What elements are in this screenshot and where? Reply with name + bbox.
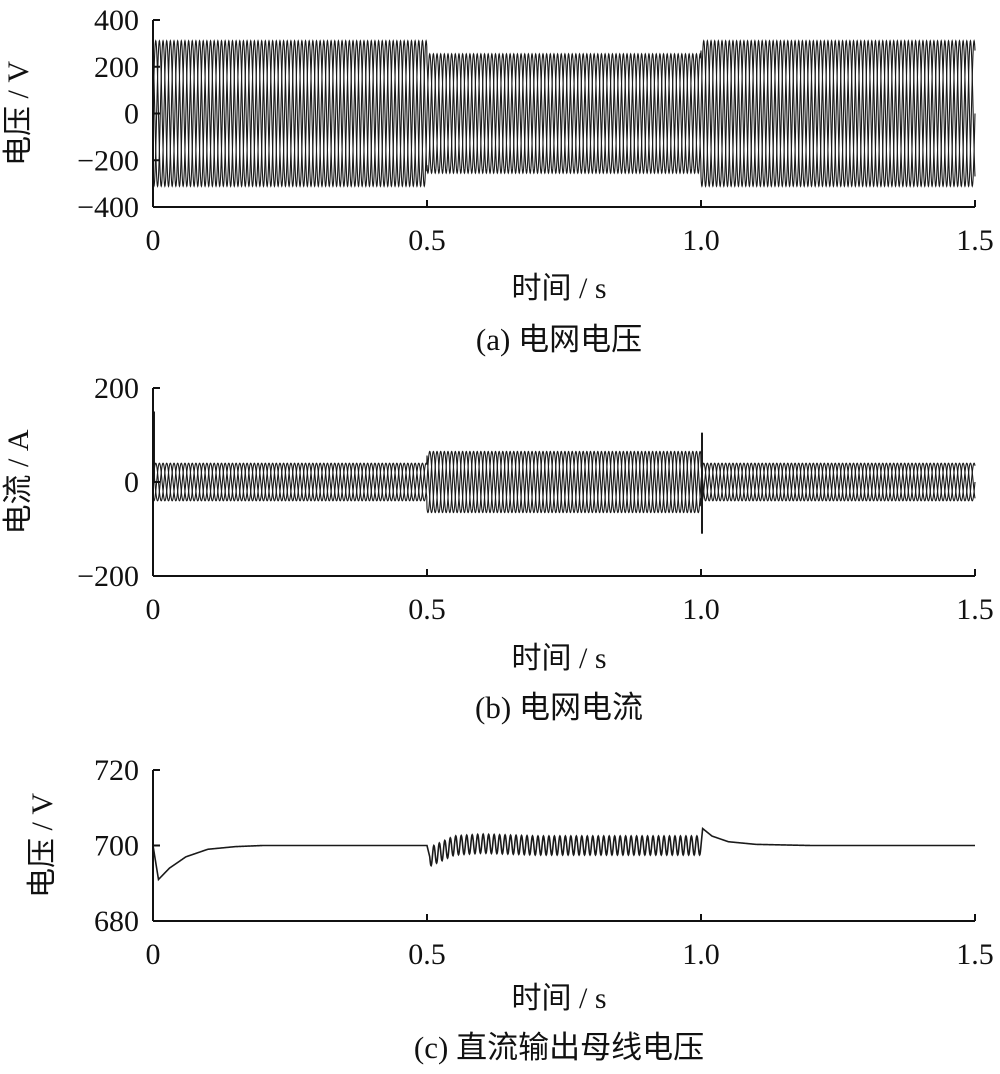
series-line-b-phase-1: [153, 450, 976, 514]
x-tick-label: 0: [146, 938, 161, 971]
x-tick-label: 1.5: [956, 224, 994, 257]
x-tick-label: 1.0: [682, 938, 720, 971]
y-tick-label: 400: [94, 4, 139, 37]
chart-c: 0 0.5 1.0 1.5 720 700 680 电压 / V 时间 / s (c) 直流输出母…: [26, 754, 994, 1065]
y-tick-label: 200: [94, 372, 139, 405]
subfigure-caption: (a) 电网电压: [476, 322, 642, 357]
y-tick-label: −200: [77, 560, 139, 593]
subfigure-caption: (c) 直流输出母线电压: [414, 1030, 704, 1065]
x-tick-label: 1.0: [682, 224, 720, 257]
series-line-b-phase-2: [153, 450, 976, 514]
y-tick-label: 700: [94, 830, 139, 863]
y-tick-label: −400: [77, 191, 139, 224]
x-tick-label: 0.5: [408, 593, 446, 626]
y-axis-label: 电流 / A: [2, 429, 35, 534]
y-tick-label: 200: [94, 51, 139, 84]
y-tick-label: 0: [124, 466, 139, 499]
series-line-a-phase-1: [153, 39, 976, 188]
x-tick-label: 0.5: [408, 224, 446, 257]
x-axis-label: 时间 / s: [511, 642, 606, 675]
chart-a: 0 0.5 1.0 1.5 400 200 0 −200 −400 电压 / V 时间 / s (a)…: [2, 4, 994, 357]
y-tick-label: 0: [124, 98, 139, 131]
x-tick-label: 0.5: [408, 938, 446, 971]
plot-area-a: [153, 39, 976, 188]
series-line-b-phase-3: [153, 450, 976, 514]
subfigure-caption: (b) 电网电流: [475, 690, 643, 725]
series-line-a-phase-2: [153, 39, 976, 188]
y-tick-label: 720: [94, 754, 139, 787]
plot-area-c: [153, 826, 975, 882]
x-tick-label: 1.0: [682, 593, 720, 626]
x-axis-label: 时间 / s: [511, 272, 606, 305]
series-line-a-phase-3: [153, 39, 976, 188]
y-axis-label: 电压 / V: [2, 61, 35, 166]
x-tick-label: 0: [146, 593, 161, 626]
x-axis-label: 时间 / s: [511, 982, 606, 1015]
x-tick-label: 1.5: [956, 938, 994, 971]
y-tick-label: −200: [77, 144, 139, 177]
y-axis-label: 电压 / V: [26, 793, 59, 898]
plot-area-b: [153, 411, 976, 534]
x-tick-label: 0: [146, 224, 161, 257]
x-tick-label: 1.5: [956, 593, 994, 626]
series-line-c: [153, 826, 975, 882]
y-tick-label: 680: [94, 905, 139, 938]
